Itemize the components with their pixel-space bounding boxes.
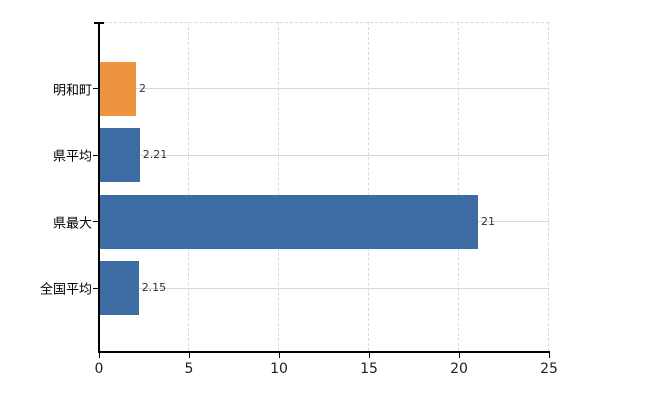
value-label: 2 [139,81,146,95]
x-axis-tick [458,352,460,358]
y-axis-top-cap [94,22,104,24]
x-axis-tick [278,352,280,358]
plot-top-border [99,22,549,23]
horizontal-gridline [99,88,549,89]
y-axis-line [98,22,100,352]
vertical-gridline [458,22,459,351]
value-label: 2.21 [142,147,168,161]
vertical-gridline [548,22,549,351]
x-axis-tick [548,352,550,358]
value-label: 2.15 [141,280,167,294]
x-tick-label: 10 [270,361,288,377]
x-tick-label: 25 [540,361,558,377]
x-axis-tick [188,352,190,358]
y-axis-tick [93,287,99,289]
vertical-gridline [278,22,279,351]
bar-zenkoku-heikin [100,261,139,315]
horizontal-gridline [99,287,549,289]
category-label: 全国平均 [39,282,92,298]
x-tick-label: 15 [360,361,378,377]
bar-ken-saidai [100,194,478,249]
y-axis-tick [93,154,99,156]
category-label: 明和町 [52,83,92,98]
x-axis-tick [368,352,370,358]
value-label: 21 [481,214,495,228]
category-label: 県平均 [52,149,92,165]
y-axis-tick [93,88,99,89]
bar-ken-heikin [100,128,140,182]
x-tick-label: 0 [94,361,104,377]
x-tick-label: 20 [450,361,468,377]
vertical-gridline [368,22,369,351]
x-tick-label: 5 [184,361,194,377]
category-label: 県最大 [52,216,92,231]
x-axis-line [98,351,550,353]
bar-meiwacho [100,61,136,116]
y-axis-tick [93,221,99,222]
x-axis-tick [98,352,100,358]
horizontal-gridline [99,154,549,156]
vertical-gridline [188,22,189,351]
